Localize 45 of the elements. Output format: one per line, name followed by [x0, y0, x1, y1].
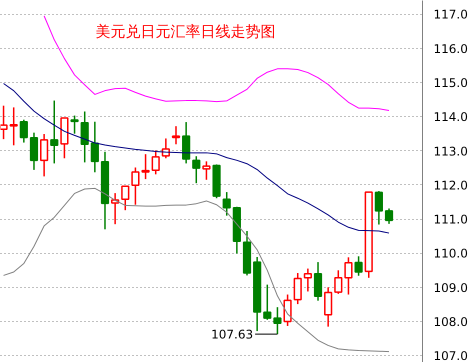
- text: 美元兑日元汇率日线走势图: [96, 22, 276, 40]
- candlestick: [283, 294, 292, 327]
- candlestick: [30, 132, 38, 171]
- candlestick: [0, 104, 8, 140]
- y-tick-label: 108.0: [434, 315, 468, 330]
- y-tick-label: 111.0: [434, 212, 468, 227]
- candlestick: [273, 306, 282, 335]
- annotation: 107.63: [211, 328, 254, 342]
- line-series: [3, 188, 390, 352]
- y-tick-label: 112.0: [434, 178, 468, 192]
- candlestick: [10, 106, 18, 146]
- candlestick: [172, 125, 180, 146]
- candlestick: [324, 286, 332, 328]
- candlestick: [20, 118, 28, 144]
- candlestick: [304, 268, 312, 292]
- candlestick: [374, 190, 383, 226]
- candlestick: [354, 256, 363, 277]
- line-series: [44, 15, 390, 111]
- candlestick: [40, 133, 48, 178]
- candlestick: [344, 256, 353, 296]
- candlestick: [294, 272, 302, 305]
- y-tick-label: 116.0: [434, 42, 468, 56]
- candlestick: [384, 208, 394, 225]
- candlestick: [263, 284, 272, 321]
- y-tick-label: 107.0: [434, 349, 468, 362]
- y-tick-label: 109.0: [434, 280, 468, 295]
- candlestick: [131, 166, 140, 206]
- y-tick-label: 114.0: [434, 110, 468, 124]
- candlestick: [202, 160, 211, 181]
- candlestick: [50, 100, 58, 164]
- candlestick: [141, 153, 150, 180]
- y-tick-label: 117.0: [434, 8, 468, 22]
- candlestick: [152, 150, 160, 176]
- candlestick: [334, 270, 342, 295]
- candlestick: [222, 191, 231, 216]
- candlestick: [70, 114, 79, 134]
- candlestick: [182, 121, 190, 164]
- candlestick: [111, 192, 120, 225]
- y-tick-label: 115.0: [434, 76, 468, 90]
- line-series: [3, 82, 390, 234]
- candlestick: [121, 184, 130, 211]
- y-tick-label: 113.0: [434, 144, 468, 158]
- y-tick-label: 110.0: [434, 246, 468, 261]
- candlestick: [314, 261, 322, 302]
- candlestick: [192, 155, 200, 184]
